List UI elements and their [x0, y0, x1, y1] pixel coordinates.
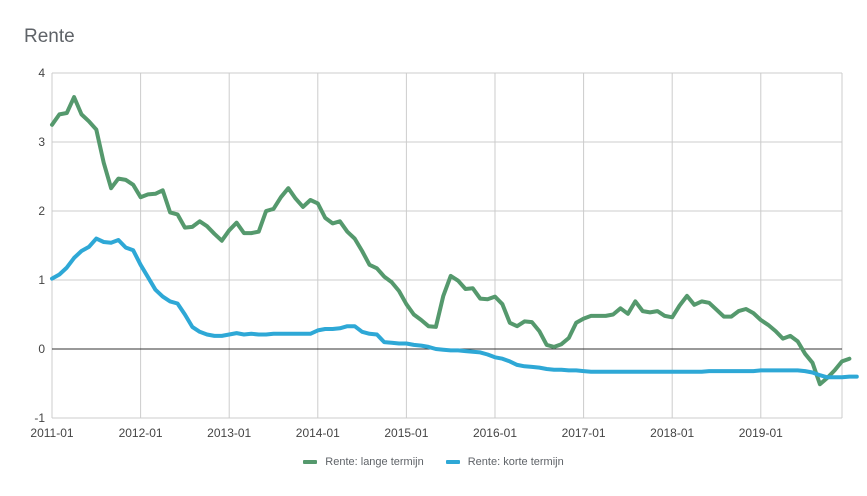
x-tick-labels: 2011-01 2012-01 2013-01 2014-01 2015-01 2016-…: [30, 426, 783, 440]
x-tick-label: 2018-01: [650, 426, 694, 440]
legend-swatch-korte-termijn: [445, 460, 460, 464]
x-tick-label: 2012-01: [119, 426, 163, 440]
x-tick-label: 2013-01: [207, 426, 251, 440]
series-line-lange-termijn[interactable]: [50, 95, 852, 387]
y-tick-label: -1: [34, 411, 45, 425]
legend: Rente: lange termijn Rente: korte termij…: [0, 456, 867, 468]
legend-swatch-lange-termijn: [303, 460, 318, 464]
y-tick-label: 2: [38, 204, 45, 218]
legend-label-lange-termijn: Rente: lange termijn: [325, 456, 424, 468]
y-tick-label: 1: [38, 273, 45, 287]
x-tick-label: 2011-01: [30, 426, 73, 440]
y-gridlines: [52, 72, 842, 419]
x-gridlines: [51, 73, 843, 418]
series-line-korte-termijn[interactable]: [50, 236, 859, 380]
y-tick-label: 4: [38, 66, 45, 80]
legend-item-korte-termijn[interactable]: Rente: korte termijn: [445, 456, 564, 468]
y-tick-labels: -1 0 1 2 3 4: [34, 66, 45, 425]
legend-label-korte-termijn: Rente: korte termijn: [467, 456, 564, 468]
chart-title: Rente: [24, 26, 75, 47]
x-tick-label: 2015-01: [384, 426, 428, 440]
y-tick-label: 0: [38, 342, 45, 356]
x-tick-label: 2019-01: [739, 426, 783, 440]
series-lines: [50, 95, 859, 387]
y-tick-label: 3: [38, 135, 45, 149]
x-tick-label: 2014-01: [296, 426, 340, 440]
x-tick-label: 2017-01: [562, 426, 606, 440]
x-tick-label: 2016-01: [473, 426, 517, 440]
legend-item-lange-termijn[interactable]: Rente: lange termijn: [303, 456, 424, 468]
